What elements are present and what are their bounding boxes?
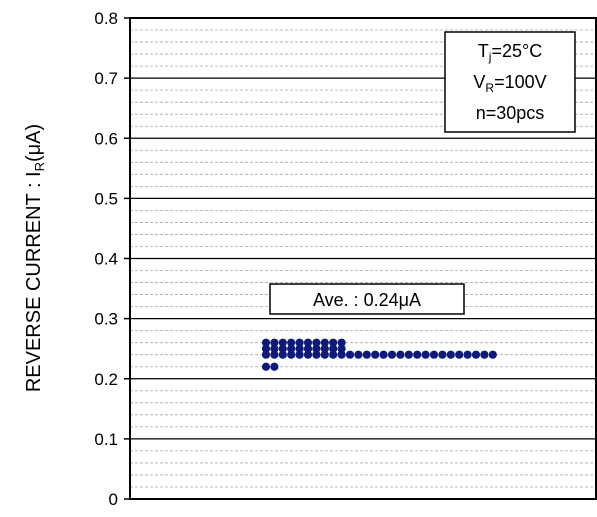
data-point [270,350,279,359]
data-point [270,344,279,353]
data-point [413,350,422,359]
condition-voltage: VR=100V [473,72,546,95]
conditions-box-frame [444,31,576,133]
data-point [320,350,329,359]
y-axis-label-main: REVERSE CURRENT : I [23,171,45,392]
data-point [337,350,346,359]
data-point [387,350,397,359]
data-point [337,338,346,347]
condition-sample-count: n=30pcs [476,103,545,123]
grid-lines [130,29,596,488]
data-point [396,350,405,359]
data-point [312,350,321,359]
data-point [320,338,329,347]
data-point [312,344,321,353]
data-point [471,350,481,359]
y-tick-label: 0.7 [94,69,118,88]
data-point [362,350,371,359]
y-tick-label: 0.3 [94,310,118,329]
y-tick-label: 0 [109,490,118,509]
y-axis-label-unit: (μA) [23,124,45,162]
data-point [287,338,296,347]
data-point [287,350,296,359]
y-tick-label: 0.5 [94,189,118,208]
data-point [337,344,346,353]
data-point [270,362,279,371]
conditions-box: Tj=25°C VR=100V n=30pcs [444,31,576,133]
average-annotation: Ave. : 0.24μA [269,283,465,315]
average-annotation-frame [269,283,465,315]
data-point [270,338,279,347]
data-point [278,344,287,353]
data-point [303,350,313,359]
data-point [446,350,455,359]
data-point [404,350,413,359]
data-point [320,344,329,353]
data-point [261,344,271,353]
data-point [261,338,271,347]
y-axis-ticks: 0 0.1 0.2 0.3 0.4 0.5 0.6 0.7 0.8 [94,9,130,509]
data-point [488,350,497,359]
y-tick-label: 0.6 [94,129,118,148]
data-point [463,350,472,359]
data-point [295,344,304,353]
data-point [421,350,430,359]
data-point [261,350,271,359]
y-tick-label: 0.1 [94,430,118,449]
y-axis-label: REVERSE CURRENT : IR(μA) [23,124,47,392]
data-point [278,338,287,347]
average-annotation-text: Ave. : 0.24μA [313,290,421,310]
data-point [303,338,313,347]
data-points [261,338,497,371]
data-point [329,350,338,359]
y-axis-label-sub: R [32,162,47,171]
data-point [295,338,304,347]
data-point [480,350,489,359]
data-point [261,362,271,371]
y-tick-label: 0.8 [94,9,118,28]
data-point [371,350,380,359]
data-point [379,350,388,359]
data-point [455,350,464,359]
data-point [345,350,355,359]
y-tick-label: 0.4 [94,250,118,269]
data-point [303,344,313,353]
y-tick-label: 0.2 [94,370,118,389]
data-point [295,350,304,359]
condition-temperature: Tj=25°C [478,41,542,64]
data-point [354,350,363,359]
data-point [329,338,338,347]
data-point [438,350,447,359]
data-point [278,350,287,359]
data-point [429,350,439,359]
data-point [287,344,296,353]
data-point [312,338,321,347]
data-point [329,344,338,353]
